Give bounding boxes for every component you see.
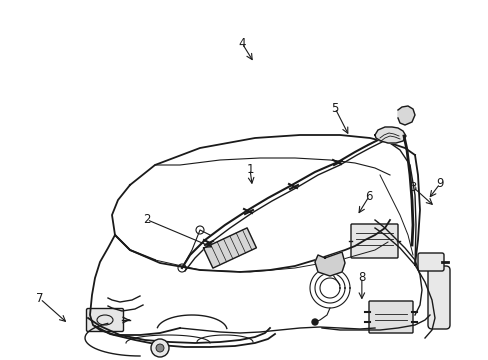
Circle shape (156, 344, 163, 352)
Text: 2: 2 (142, 213, 150, 226)
FancyBboxPatch shape (86, 309, 123, 332)
Polygon shape (374, 127, 405, 143)
FancyBboxPatch shape (350, 224, 397, 258)
FancyBboxPatch shape (417, 253, 443, 271)
Polygon shape (397, 106, 414, 125)
FancyBboxPatch shape (427, 266, 449, 329)
Circle shape (311, 319, 317, 325)
FancyBboxPatch shape (368, 301, 412, 333)
Text: 9: 9 (435, 177, 443, 190)
Text: 6: 6 (365, 190, 372, 203)
Text: 7: 7 (36, 292, 44, 305)
Text: 8: 8 (357, 271, 365, 284)
Text: 4: 4 (238, 37, 245, 50)
Text: 1: 1 (246, 163, 253, 176)
Polygon shape (203, 228, 256, 268)
Polygon shape (314, 252, 345, 276)
Circle shape (151, 339, 169, 357)
Text: 3: 3 (408, 181, 416, 194)
Text: 5: 5 (330, 102, 338, 114)
